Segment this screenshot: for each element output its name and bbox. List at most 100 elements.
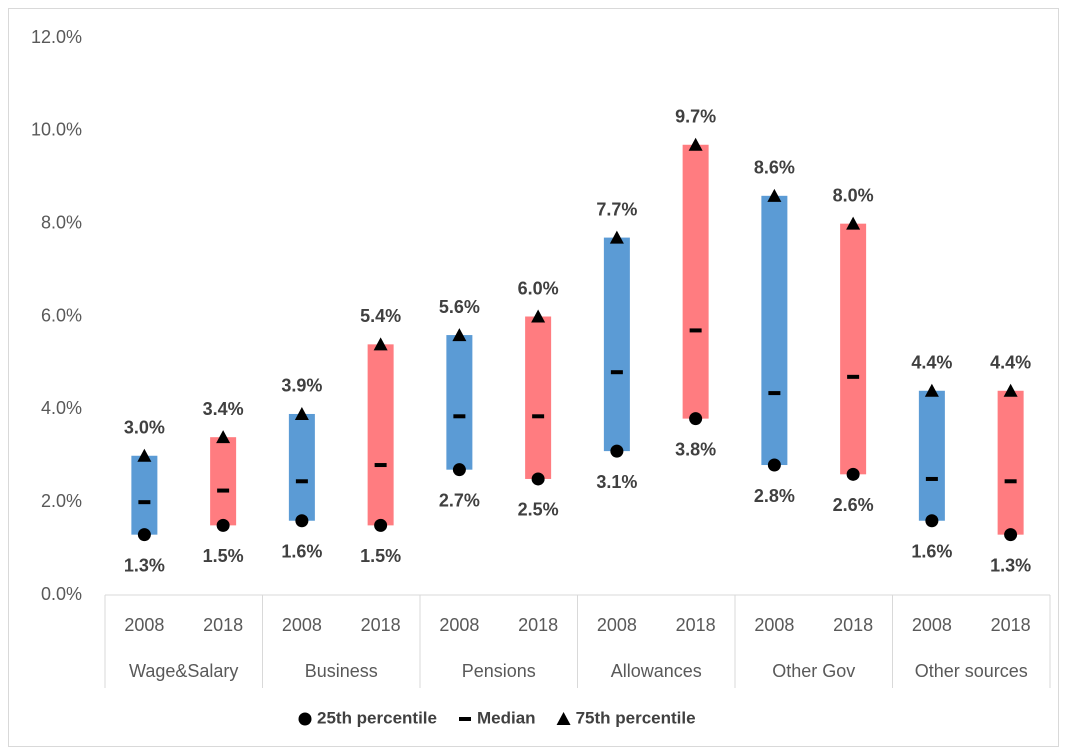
y-tick-label: 2.0%: [41, 491, 82, 511]
marker-dash: [217, 488, 230, 493]
data-label: 3.4%: [203, 399, 244, 419]
legend-label: 75th percentile: [576, 708, 696, 727]
marker-circle: [767, 458, 781, 472]
marker-triangle: [137, 448, 152, 462]
data-label: 9.7%: [675, 107, 716, 127]
y-tick-label: 10.0%: [31, 120, 82, 140]
legend-label: 25th percentile: [317, 708, 437, 727]
marker-triangle: [767, 188, 782, 202]
y-tick-label: 4.0%: [41, 398, 82, 418]
data-label: 1.3%: [990, 555, 1031, 575]
data-label: 6.0%: [518, 278, 559, 298]
data-label: 5.6%: [439, 297, 480, 317]
marker-dash: [768, 391, 781, 396]
marker-circle: [531, 472, 545, 486]
marker-circle: [374, 518, 388, 532]
marker-dash: [1004, 479, 1017, 484]
data-label: 1.5%: [360, 546, 401, 566]
y-tick-label: 6.0%: [41, 305, 82, 325]
data-label: 2.6%: [833, 495, 874, 515]
marker-circle: [1004, 528, 1018, 542]
x-tick-label: 2008: [912, 615, 952, 635]
marker-dash: [453, 414, 466, 419]
marker-circle: [137, 528, 151, 542]
marker-dash: [138, 500, 151, 505]
range-bar: [918, 390, 945, 521]
marker-dash: [610, 370, 623, 375]
marker-triangle: [452, 328, 467, 342]
data-label: 1.6%: [281, 541, 322, 561]
marker-dash: [925, 476, 938, 481]
range-bar: [997, 390, 1024, 535]
marker-circle: [610, 444, 624, 458]
marker-circle: [452, 463, 466, 477]
range-bar: [210, 437, 237, 526]
x-tick-label: 2008: [124, 615, 164, 635]
marker-triangle: [216, 430, 231, 444]
legend-label: Median: [477, 708, 536, 727]
marker-triangle: [846, 216, 861, 230]
data-label: 5.4%: [360, 306, 401, 326]
range-bar: [603, 237, 630, 452]
range-bar: [840, 223, 867, 475]
data-label: 8.6%: [754, 158, 795, 178]
data-label: 3.9%: [281, 376, 322, 396]
marker-triangle: [294, 406, 309, 420]
marker-triangle: [688, 137, 703, 151]
data-label: 7.7%: [596, 199, 637, 219]
marker-dash: [532, 414, 545, 419]
marker-circle: [216, 518, 230, 532]
range-bar: [367, 344, 394, 526]
marker-dash: [689, 328, 702, 333]
group-label: Wage&Salary: [129, 661, 238, 681]
marker-triangle: [609, 230, 624, 244]
marker-circle: [295, 514, 309, 528]
range-bar: [761, 195, 788, 466]
marker-dash: [459, 717, 471, 721]
marker-circle: [846, 467, 860, 481]
data-label: 4.4%: [911, 353, 952, 373]
marker-triangle: [373, 337, 388, 351]
data-label: 1.3%: [124, 555, 165, 575]
x-tick-label: 2018: [991, 615, 1031, 635]
range-bar: [525, 316, 552, 479]
marker-circle: [298, 712, 312, 726]
y-tick-label: 8.0%: [41, 212, 82, 232]
group-label: Pensions: [462, 661, 536, 681]
y-tick-label: 12.0%: [31, 27, 82, 47]
x-tick-label: 2018: [518, 615, 558, 635]
x-tick-label: 2008: [282, 615, 322, 635]
range-bar: [446, 335, 473, 470]
marker-circle: [689, 412, 703, 426]
data-label: 8.0%: [833, 185, 874, 205]
group-label: Allowances: [611, 661, 702, 681]
x-tick-label: 2018: [203, 615, 243, 635]
marker-circle: [925, 514, 939, 528]
y-tick-label: 0.0%: [41, 584, 82, 604]
x-tick-label: 2018: [361, 615, 401, 635]
x-tick-label: 2008: [439, 615, 479, 635]
range-bar: [682, 144, 709, 419]
marker-triangle: [531, 309, 546, 323]
data-label: 1.6%: [911, 541, 952, 561]
data-label: 3.8%: [675, 439, 716, 459]
marker-dash: [374, 463, 387, 468]
group-label: Other sources: [915, 661, 1028, 681]
data-label: 4.4%: [990, 353, 1031, 373]
data-label: 3.1%: [596, 472, 637, 492]
data-label: 2.8%: [754, 486, 795, 506]
x-tick-label: 2018: [833, 615, 873, 635]
marker-triangle: [924, 383, 939, 397]
x-tick-label: 2018: [676, 615, 716, 635]
data-label: 2.7%: [439, 490, 480, 510]
data-label: 2.5%: [518, 500, 559, 520]
range-bar: [131, 455, 158, 535]
data-label: 3.0%: [124, 418, 165, 438]
marker-dash: [295, 479, 308, 484]
marker-triangle: [1003, 383, 1018, 397]
group-label: Other Gov: [772, 661, 855, 681]
x-tick-label: 2008: [754, 615, 794, 635]
x-tick-label: 2008: [597, 615, 637, 635]
group-label: Business: [305, 661, 378, 681]
